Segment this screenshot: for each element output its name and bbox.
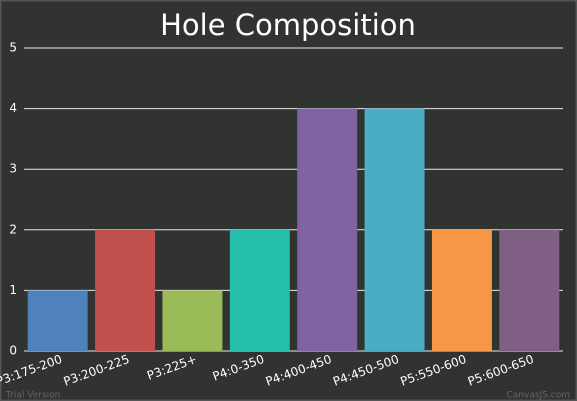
y-tick-label: 1 <box>9 283 17 297</box>
bar <box>27 290 88 351</box>
y-tick-label: 4 <box>9 101 17 115</box>
bar <box>364 108 425 351</box>
bar <box>162 290 223 351</box>
y-tick-label: 3 <box>9 162 17 176</box>
watermark: CanvasJS.com <box>507 391 570 401</box>
bar <box>431 229 492 351</box>
bar <box>95 229 156 351</box>
chart-title: Hole Composition <box>160 8 416 42</box>
y-tick-label: 2 <box>9 222 17 236</box>
y-tick-label: 5 <box>9 41 17 55</box>
bar <box>499 229 560 351</box>
bar <box>297 108 358 351</box>
bar <box>229 229 290 351</box>
watermark: Trial Version <box>5 391 60 401</box>
y-tick-label: 0 <box>9 344 17 358</box>
